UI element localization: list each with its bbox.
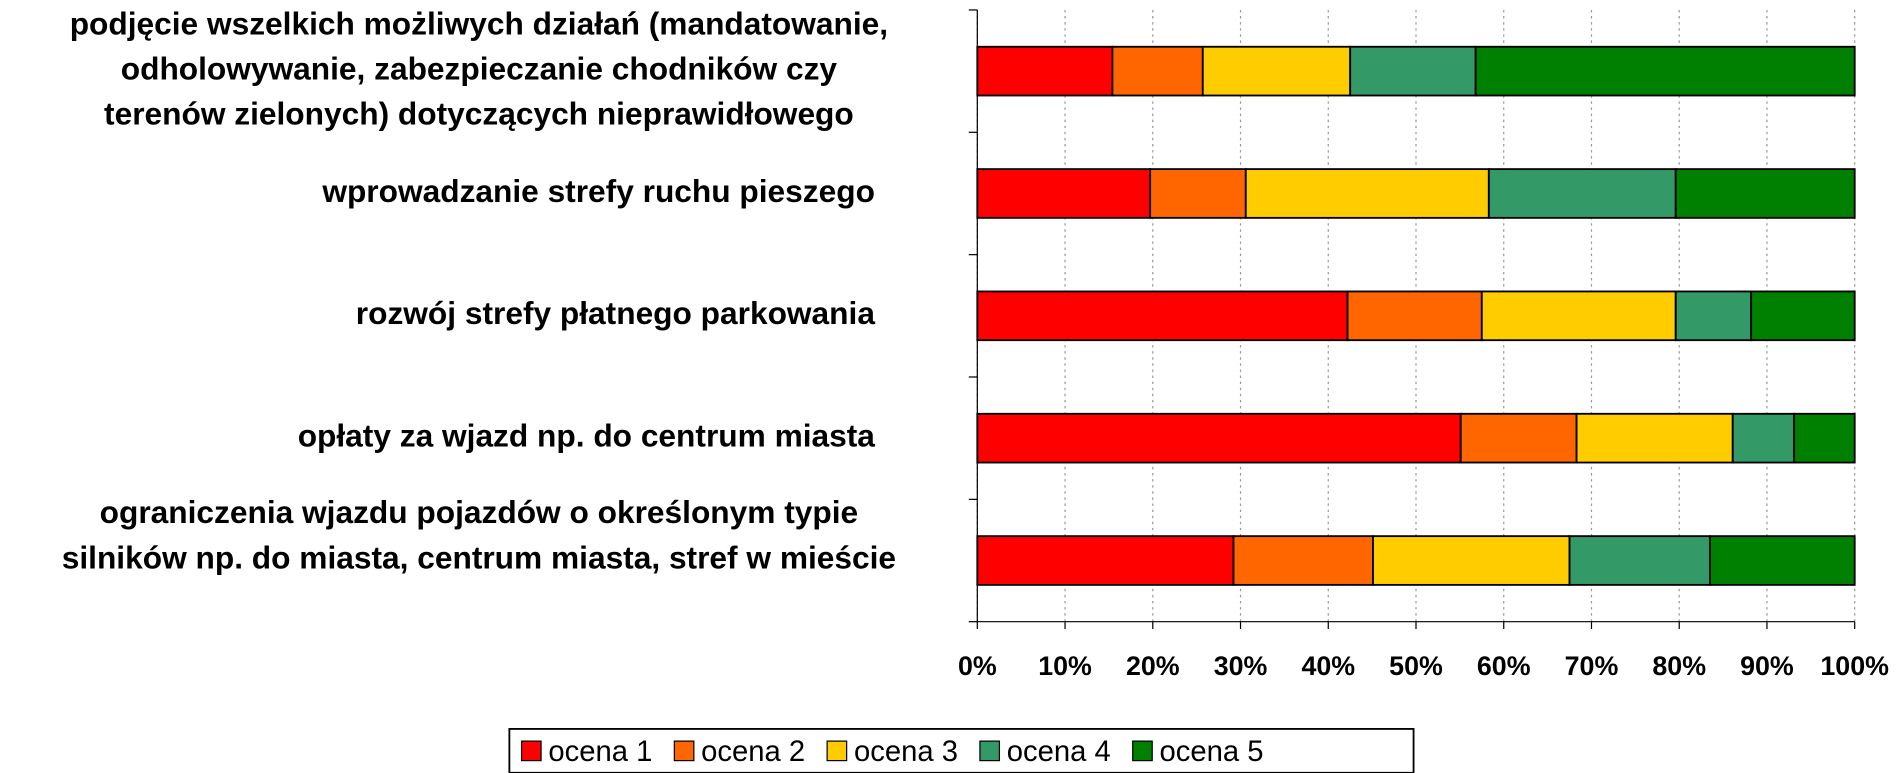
- x-tick-label: 0%: [958, 651, 997, 681]
- bar-segment: [976, 535, 1235, 586]
- x-tick-label: 30%: [1214, 651, 1268, 681]
- x-tick-label: 10%: [1038, 651, 1092, 681]
- bar-segment: [976, 412, 1462, 464]
- x-tick-label: 90%: [1740, 651, 1794, 681]
- x-tick-label: 70%: [1565, 651, 1619, 681]
- legend-box: [508, 728, 1415, 773]
- bar-segment: [1474, 45, 1856, 97]
- category-label: ograniczenia wjazdu pojazdów o określony…: [100, 494, 859, 530]
- bar-segment: [1149, 168, 1247, 219]
- bar-segment: [1346, 290, 1483, 342]
- bar-segment: [1111, 45, 1204, 97]
- bar-segment: [1201, 45, 1352, 97]
- x-tick-label: 50%: [1389, 651, 1443, 681]
- bar-segment: [1480, 290, 1677, 342]
- bar-segment: [1349, 45, 1477, 97]
- x-tick-label: 60%: [1477, 651, 1531, 681]
- bar-segment: [1731, 412, 1796, 464]
- category-label: terenów zielonych) dotyczących nieprawid…: [104, 96, 854, 132]
- category-label: silników np. do miasta, centrum miasta, …: [62, 539, 896, 575]
- x-tick-label: 80%: [1652, 651, 1706, 681]
- x-tick-label: 20%: [1126, 651, 1180, 681]
- legend-swatch: [826, 740, 848, 762]
- bar-segment: [1709, 535, 1856, 586]
- bar-segment: [1674, 168, 1856, 219]
- bar-segment: [1459, 412, 1578, 464]
- bar-segment: [1232, 535, 1374, 586]
- category-label: podjęcie wszelkich możliwych działań (ma…: [70, 5, 888, 41]
- bar-segment: [1750, 290, 1856, 342]
- legend-label: ocena 3: [854, 736, 958, 768]
- bar-segment: [1487, 168, 1677, 219]
- legend-label: ocena 2: [701, 736, 805, 768]
- x-tick-label: 100%: [1820, 651, 1889, 681]
- legend-label: ocena 5: [1160, 736, 1264, 768]
- category-label: rozwój strefy płatnego parkowania: [356, 295, 876, 331]
- bar-segment: [976, 290, 1349, 342]
- legend-label: ocena 1: [548, 736, 652, 768]
- bar-segment: [1568, 535, 1711, 586]
- bar-segment: [1372, 535, 1571, 586]
- legend-swatch: [979, 740, 1001, 762]
- category-label: opłaty za wjazd np. do centrum miasta: [298, 418, 876, 454]
- bar-segment: [976, 45, 1114, 97]
- bar-segment: [976, 168, 1152, 219]
- x-tick-label: 40%: [1301, 651, 1355, 681]
- bar-segment: [1674, 290, 1753, 342]
- bar-segment: [1575, 412, 1734, 464]
- legend-swatch: [520, 740, 542, 762]
- legend-swatch: [1132, 740, 1153, 762]
- bar-segment: [1793, 412, 1856, 464]
- bar-segment: [1244, 168, 1490, 219]
- legend-swatch: [673, 740, 695, 762]
- category-label: wprowadzanie strefy ruchu pieszego: [321, 173, 875, 209]
- legend-label: ocena 4: [1007, 736, 1111, 768]
- category-label: odholowywanie, zabezpieczanie chodników …: [121, 51, 838, 87]
